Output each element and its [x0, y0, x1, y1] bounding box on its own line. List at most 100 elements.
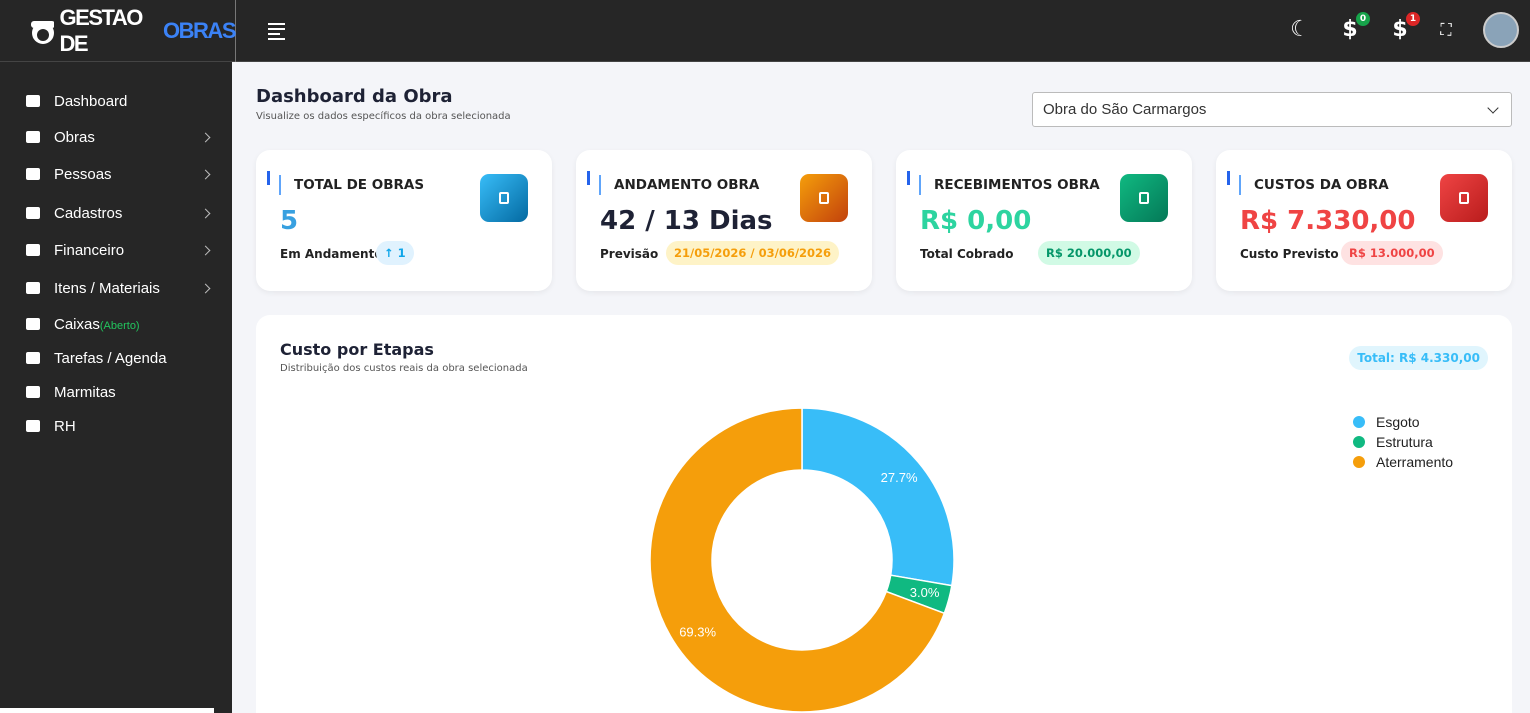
- legend-marker: [1353, 416, 1365, 428]
- accent: [1227, 171, 1230, 185]
- badge-text: 21/05/2026 / 03/06/2026: [674, 246, 832, 260]
- nav-item[interactable]: Tarefas / Agenda: [0, 343, 232, 373]
- nav-icon: [26, 244, 40, 256]
- top-bar: GESTAO DE OBRAS ☾ $0 $1 ⛶: [0, 0, 1530, 62]
- accent: [267, 171, 270, 185]
- donut-slice: [649, 407, 946, 713]
- chevron: [200, 245, 211, 255]
- stat-card: RECEBIMENTOS OBRA R$ 0,00 Total Cobrado R$ …: [896, 150, 1192, 291]
- total-badge: Total: R$ 4.330,00: [1349, 346, 1488, 370]
- menu-toggle[interactable]: [268, 23, 285, 40]
- card-badge: ↑ 1: [376, 241, 414, 265]
- nav-item[interactable]: Dashboard: [0, 86, 232, 116]
- nav-item[interactable]: Itens / Materiais: [0, 273, 232, 303]
- icon-glyph: [819, 192, 829, 204]
- legend-label: Estrutura: [1376, 434, 1433, 450]
- nav-label: Financeiro: [54, 241, 125, 259]
- card-value: 5: [280, 206, 299, 236]
- nav-label: Itens / Materiais: [54, 279, 160, 297]
- icon-glyph: [1459, 192, 1469, 204]
- card-label: Custo Previsto: [1240, 247, 1339, 261]
- avatar[interactable]: [1483, 12, 1519, 48]
- nav-label: Cadastros: [54, 204, 123, 222]
- nav-item[interactable]: Obras: [0, 122, 232, 152]
- card-title: RECEBIMENTOS OBRA: [934, 177, 1100, 193]
- badge-text: R$ 20.000,00: [1046, 246, 1132, 260]
- card-icon: [800, 174, 848, 222]
- nav-item[interactable]: Financeiro: [0, 235, 232, 265]
- icon-glyph: [1139, 192, 1149, 204]
- legend-label: Esgoto: [1376, 414, 1420, 430]
- data-label: 27.7%: [881, 470, 918, 485]
- legend-marker: [1353, 456, 1365, 468]
- nav-item[interactable]: Caixas(Aberto): [0, 309, 232, 339]
- accent: [587, 171, 590, 185]
- data-label: 69.3%: [679, 624, 716, 639]
- nav-label: Tarefas / Agenda: [54, 349, 167, 367]
- nav-item[interactable]: Marmitas: [0, 377, 232, 407]
- page-title: Dashboard da Obra: [256, 86, 453, 107]
- nav-icon: [26, 131, 40, 143]
- accent: [1239, 175, 1241, 195]
- card-icon: [1440, 174, 1488, 222]
- card-value: R$ 0,00: [920, 206, 1032, 236]
- stat-card: TOTAL DE OBRAS 5 Em Andamento ↑ 1: [256, 150, 552, 291]
- chart-subtitle: Distribuição dos custos reais da obra se…: [280, 363, 528, 374]
- main-content: Dashboard da Obra Visualize os dados esp…: [232, 62, 1530, 713]
- nav-label: Caixas(Aberto): [54, 315, 140, 333]
- chevron: [200, 283, 211, 293]
- card-label: Total Cobrado: [920, 247, 1014, 261]
- card-title: CUSTOS DA OBRA: [1254, 177, 1389, 193]
- nav-label: Pessoas: [54, 165, 112, 183]
- nav-icon: [26, 352, 40, 364]
- card-title: ANDAMENTO OBRA: [614, 177, 760, 193]
- logo-text: OBRAS: [163, 18, 236, 43]
- nav-icon: [26, 95, 40, 107]
- card-value: R$ 7.330,00: [1240, 206, 1416, 236]
- card-badge: 21/05/2026 / 03/06/2026: [666, 241, 840, 265]
- stat-card: ANDAMENTO OBRA 42 / 13 Dias Previsão 21/05/…: [576, 150, 872, 291]
- sidebar: Dashboard Obras Pessoas Cadastros Financeiro…: [0, 62, 232, 713]
- donut-slice: [801, 407, 955, 587]
- card-title: TOTAL DE OBRAS: [294, 177, 425, 193]
- page-subtitle: Visualize os dados específicos da obra s…: [256, 111, 511, 122]
- chart-card: Custo por Etapas Distribuição dos custos…: [256, 315, 1512, 713]
- chevron: [200, 169, 211, 179]
- card-badge: R$ 20.000,00: [1038, 241, 1140, 265]
- accent: [907, 171, 910, 185]
- donut-chart: 27.7% 3.0% 69.3% Esgoto Estrutura Aterramento: [649, 407, 1453, 713]
- badge-text: R$ 13.000,00: [1349, 246, 1435, 260]
- obra-select[interactable]: Obra do São Carmargos: [1032, 92, 1512, 127]
- nav-icon: [26, 168, 40, 180]
- payables-icon[interactable]: $1: [1388, 12, 1420, 42]
- nav-label: Marmitas: [54, 383, 116, 401]
- receivables-icon[interactable]: $0: [1338, 12, 1370, 42]
- theme-toggle[interactable]: ☾: [1290, 17, 1310, 42]
- card-label: Previsão: [600, 247, 659, 261]
- arrow-icon: ↑: [384, 246, 398, 260]
- card-badge: R$ 13.000,00: [1341, 241, 1443, 265]
- chevron: [200, 132, 211, 142]
- logo[interactable]: GESTAO DE OBRAS: [0, 0, 236, 62]
- chevron: [200, 208, 211, 218]
- nav-icon: [26, 207, 40, 219]
- badge: 0: [1356, 12, 1370, 26]
- logo-icon: [31, 21, 54, 44]
- nav-icon: [26, 420, 40, 432]
- chart-title: Custo por Etapas: [280, 340, 434, 359]
- card-label: Em Andamento: [280, 247, 383, 261]
- nav-label: RH: [54, 417, 76, 435]
- nav-item[interactable]: Pessoas: [0, 159, 232, 189]
- fullscreen[interactable]: ⛶: [1440, 20, 1452, 39]
- accent: [919, 175, 921, 195]
- badge-text: 1: [397, 246, 406, 260]
- card-icon: [1120, 174, 1168, 222]
- nav-icon: [26, 318, 40, 330]
- nav-item[interactable]: Cadastros: [0, 198, 232, 228]
- nav-icon: [26, 282, 40, 294]
- nav-icon: [26, 386, 40, 398]
- nav-item[interactable]: RH: [0, 411, 232, 441]
- accent: [599, 175, 601, 195]
